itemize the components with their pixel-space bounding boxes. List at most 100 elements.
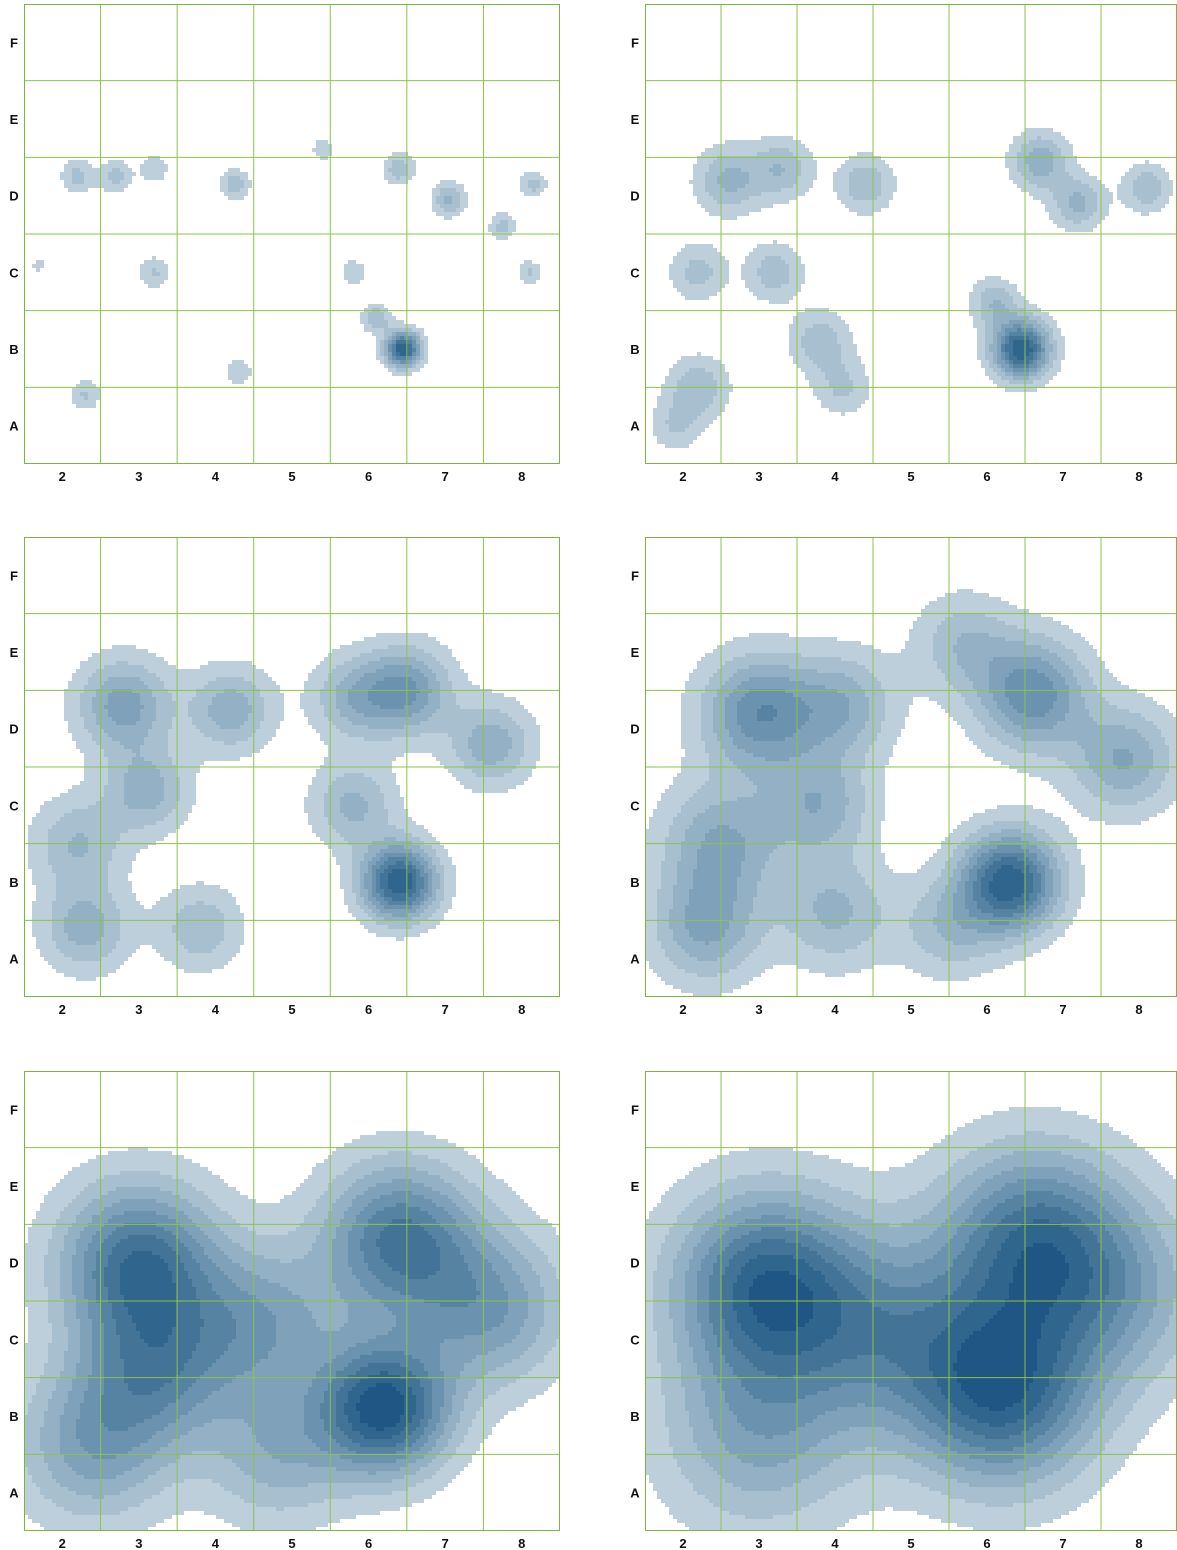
density-band xyxy=(44,1367,64,1371)
density-band xyxy=(472,733,508,737)
density-band xyxy=(408,344,412,348)
density-band xyxy=(1013,1211,1069,1215)
density-band xyxy=(372,1215,432,1219)
density-band xyxy=(176,1419,212,1423)
density-band xyxy=(989,633,1045,637)
density-band xyxy=(653,432,701,436)
density-band xyxy=(681,757,709,761)
density-band xyxy=(392,1179,412,1183)
density-band xyxy=(404,1407,416,1411)
density-band xyxy=(937,1175,965,1179)
density-band xyxy=(1005,729,1137,733)
density-band xyxy=(1013,1167,1065,1171)
density-band xyxy=(1001,344,1005,348)
density-band xyxy=(368,320,388,324)
density-band xyxy=(841,344,857,348)
density-band xyxy=(60,1427,76,1431)
density-band xyxy=(24,1283,44,1287)
density-band xyxy=(937,929,977,933)
density-band xyxy=(1153,749,1169,753)
density-band xyxy=(104,789,124,793)
density-band xyxy=(140,717,156,721)
density-band xyxy=(657,801,685,805)
density-band xyxy=(88,841,116,845)
density-band xyxy=(380,360,384,364)
density-band xyxy=(1009,921,1029,925)
density-band xyxy=(188,1247,204,1251)
density-band xyxy=(364,324,372,328)
density-band xyxy=(76,1251,84,1255)
density-band xyxy=(388,156,412,160)
density-band xyxy=(969,312,981,316)
density-band xyxy=(168,893,232,897)
density-band xyxy=(881,180,897,184)
density-band xyxy=(725,1199,825,1203)
density-band xyxy=(412,340,416,344)
density-band xyxy=(64,1315,76,1319)
density-band xyxy=(1013,300,1029,304)
density-band xyxy=(993,360,997,364)
density-band xyxy=(68,1171,120,1175)
density-band xyxy=(224,1271,252,1275)
density-band xyxy=(657,973,697,977)
density-band xyxy=(348,1247,360,1251)
density-band xyxy=(24,1367,44,1371)
density-band xyxy=(424,1399,432,1403)
density-band xyxy=(268,1351,344,1355)
density-band xyxy=(977,917,1021,921)
density-band xyxy=(1061,1151,1105,1155)
density-band xyxy=(1069,897,1081,901)
density-band xyxy=(833,188,849,192)
density-band xyxy=(476,1415,504,1419)
density-band xyxy=(60,817,164,821)
density-band xyxy=(200,1331,236,1335)
density-band xyxy=(1125,1231,1141,1235)
density-band xyxy=(681,376,713,380)
density-band xyxy=(24,1419,44,1423)
density-band xyxy=(1165,1203,1177,1207)
density-band xyxy=(725,929,745,933)
density-band xyxy=(693,873,741,877)
density-band xyxy=(132,689,152,693)
density-band xyxy=(673,396,713,400)
density-band xyxy=(244,1371,316,1375)
density-band xyxy=(989,673,1009,677)
density-band xyxy=(144,665,176,669)
density-band xyxy=(997,356,1001,360)
density-band xyxy=(100,1395,180,1399)
density-band xyxy=(176,1399,204,1403)
density-band xyxy=(440,1255,464,1259)
y-tick-label: D xyxy=(630,189,639,204)
density-band xyxy=(1173,1215,1177,1219)
density-band xyxy=(989,733,1013,737)
density-band xyxy=(985,1163,1093,1167)
density-band xyxy=(456,1223,476,1227)
density-band xyxy=(432,857,440,861)
density-band xyxy=(1009,332,1033,336)
density-band xyxy=(60,1419,76,1423)
density-band xyxy=(669,408,705,412)
density-band xyxy=(324,793,344,797)
density-band xyxy=(156,901,196,905)
plot-frame xyxy=(24,537,560,997)
density-band xyxy=(669,829,685,833)
density-band xyxy=(352,1203,368,1207)
density-band xyxy=(368,1387,396,1391)
density-band xyxy=(1069,881,1085,885)
x-tick-label: 7 xyxy=(442,1536,449,1550)
density-band xyxy=(969,873,977,877)
density-band xyxy=(1033,861,1041,865)
density-band xyxy=(372,889,376,893)
density-band xyxy=(72,1279,84,1283)
density-band xyxy=(793,184,813,188)
density-band xyxy=(821,797,849,801)
density-band xyxy=(204,901,236,905)
density-band xyxy=(693,881,737,885)
density-band xyxy=(436,1271,472,1275)
density-band xyxy=(200,1267,220,1271)
density-band xyxy=(645,829,669,833)
density-band xyxy=(981,701,997,705)
density-band xyxy=(460,705,524,709)
density-band xyxy=(424,1411,432,1415)
density-band xyxy=(993,893,1021,897)
